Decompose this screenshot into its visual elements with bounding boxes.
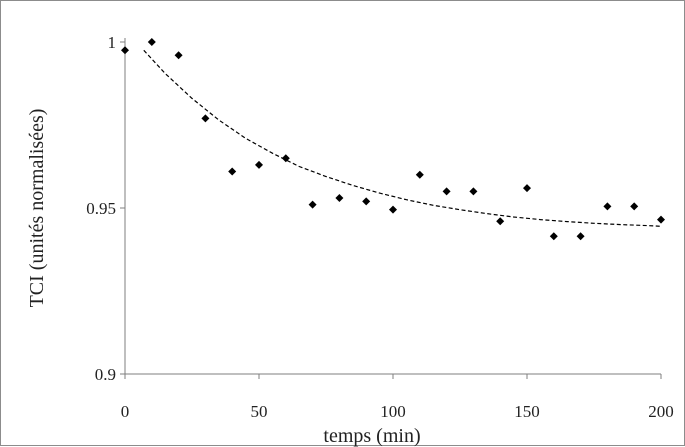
data-point: [174, 51, 183, 60]
data-point: [496, 217, 505, 226]
tick-labels: 0.9 0.95 1 0 50 100 150 200: [86, 33, 674, 421]
y-axis-title: TCI (unités normalisées): [26, 109, 48, 308]
data-point: [335, 194, 344, 203]
y-tick-label: 0.95: [86, 199, 116, 218]
data-point: [469, 187, 478, 196]
x-tick-label: 50: [251, 402, 268, 421]
data-point: [147, 38, 156, 46]
y-tick-label: 0.9: [95, 365, 116, 384]
data-point: [630, 202, 639, 211]
data-point: [201, 114, 210, 123]
data-point: [121, 46, 129, 55]
data-points: [121, 38, 665, 241]
data-point: [228, 167, 237, 176]
data-point: [523, 184, 531, 193]
data-point: [255, 160, 263, 169]
y-tick-label: 1: [108, 33, 117, 52]
data-point: [657, 215, 665, 224]
x-tick-label: 0: [121, 402, 130, 421]
data-point: [603, 202, 612, 211]
data-point: [549, 232, 558, 241]
data-point: [308, 200, 317, 209]
data-point: [576, 232, 585, 241]
fit-curve: [143, 49, 662, 227]
data-point: [362, 197, 371, 206]
data-point: [281, 154, 290, 163]
fit-curve-group: [143, 49, 662, 227]
x-axis-title: temps (min): [323, 425, 420, 447]
data-point: [389, 205, 397, 214]
data-point: [442, 187, 451, 196]
data-point: [415, 170, 424, 179]
x-tick-label: 100: [380, 402, 406, 421]
x-tick-label: 200: [648, 402, 674, 421]
axes: [120, 38, 662, 379]
x-tick-label: 150: [514, 402, 540, 421]
